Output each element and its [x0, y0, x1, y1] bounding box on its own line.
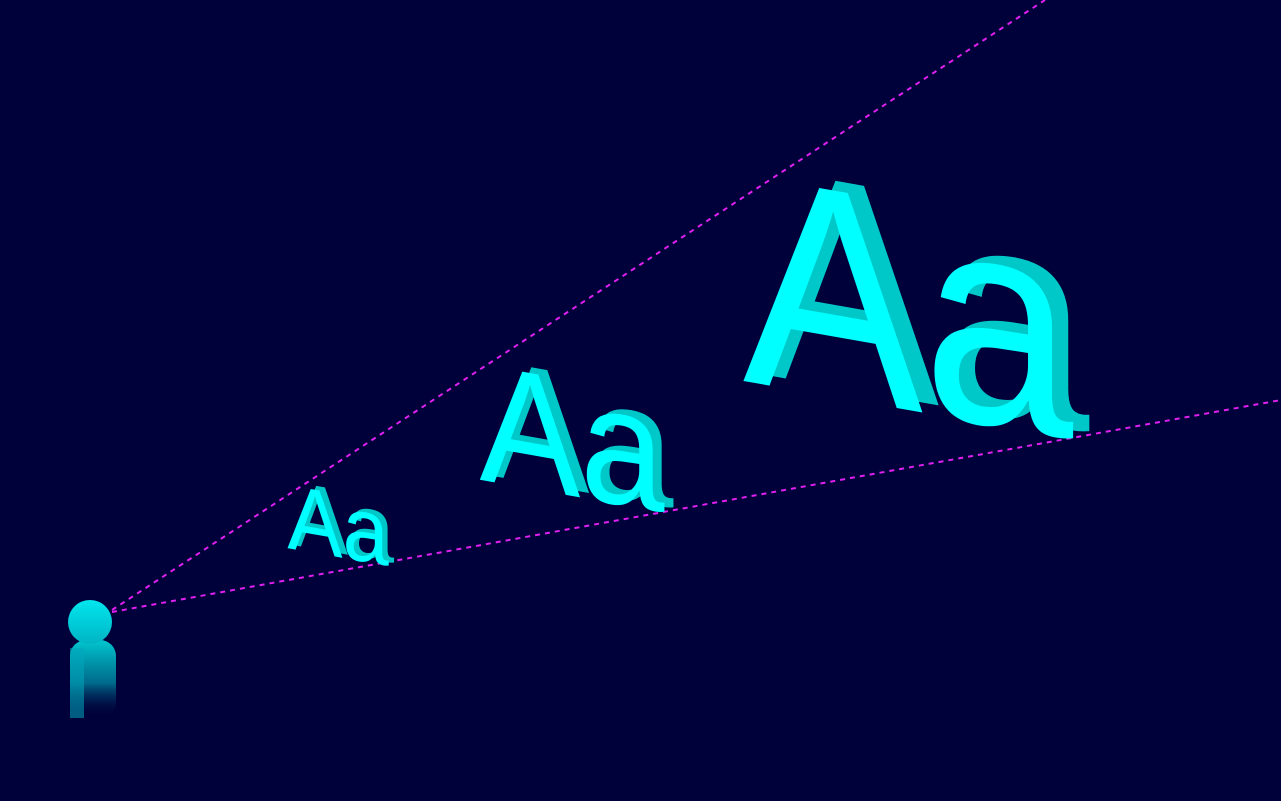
- sample-large-text: Aa: [743, 109, 1075, 503]
- viewer-figure-icon: [68, 600, 116, 718]
- sample-medium-text: Aa: [480, 328, 665, 549]
- type-sample-small: Aa Aa: [287, 462, 394, 586]
- sample-small-text: Aa: [287, 465, 388, 586]
- sample-small-extrusion: Aa: [293, 462, 394, 583]
- sample-medium-extrusion: Aa: [489, 324, 674, 545]
- type-sample-medium: Aa Aa: [480, 324, 674, 549]
- sample-large-extrusion: Aa: [759, 102, 1091, 496]
- type-sample-large: Aa Aa: [743, 102, 1091, 503]
- lower-sightline: [111, 399, 1281, 613]
